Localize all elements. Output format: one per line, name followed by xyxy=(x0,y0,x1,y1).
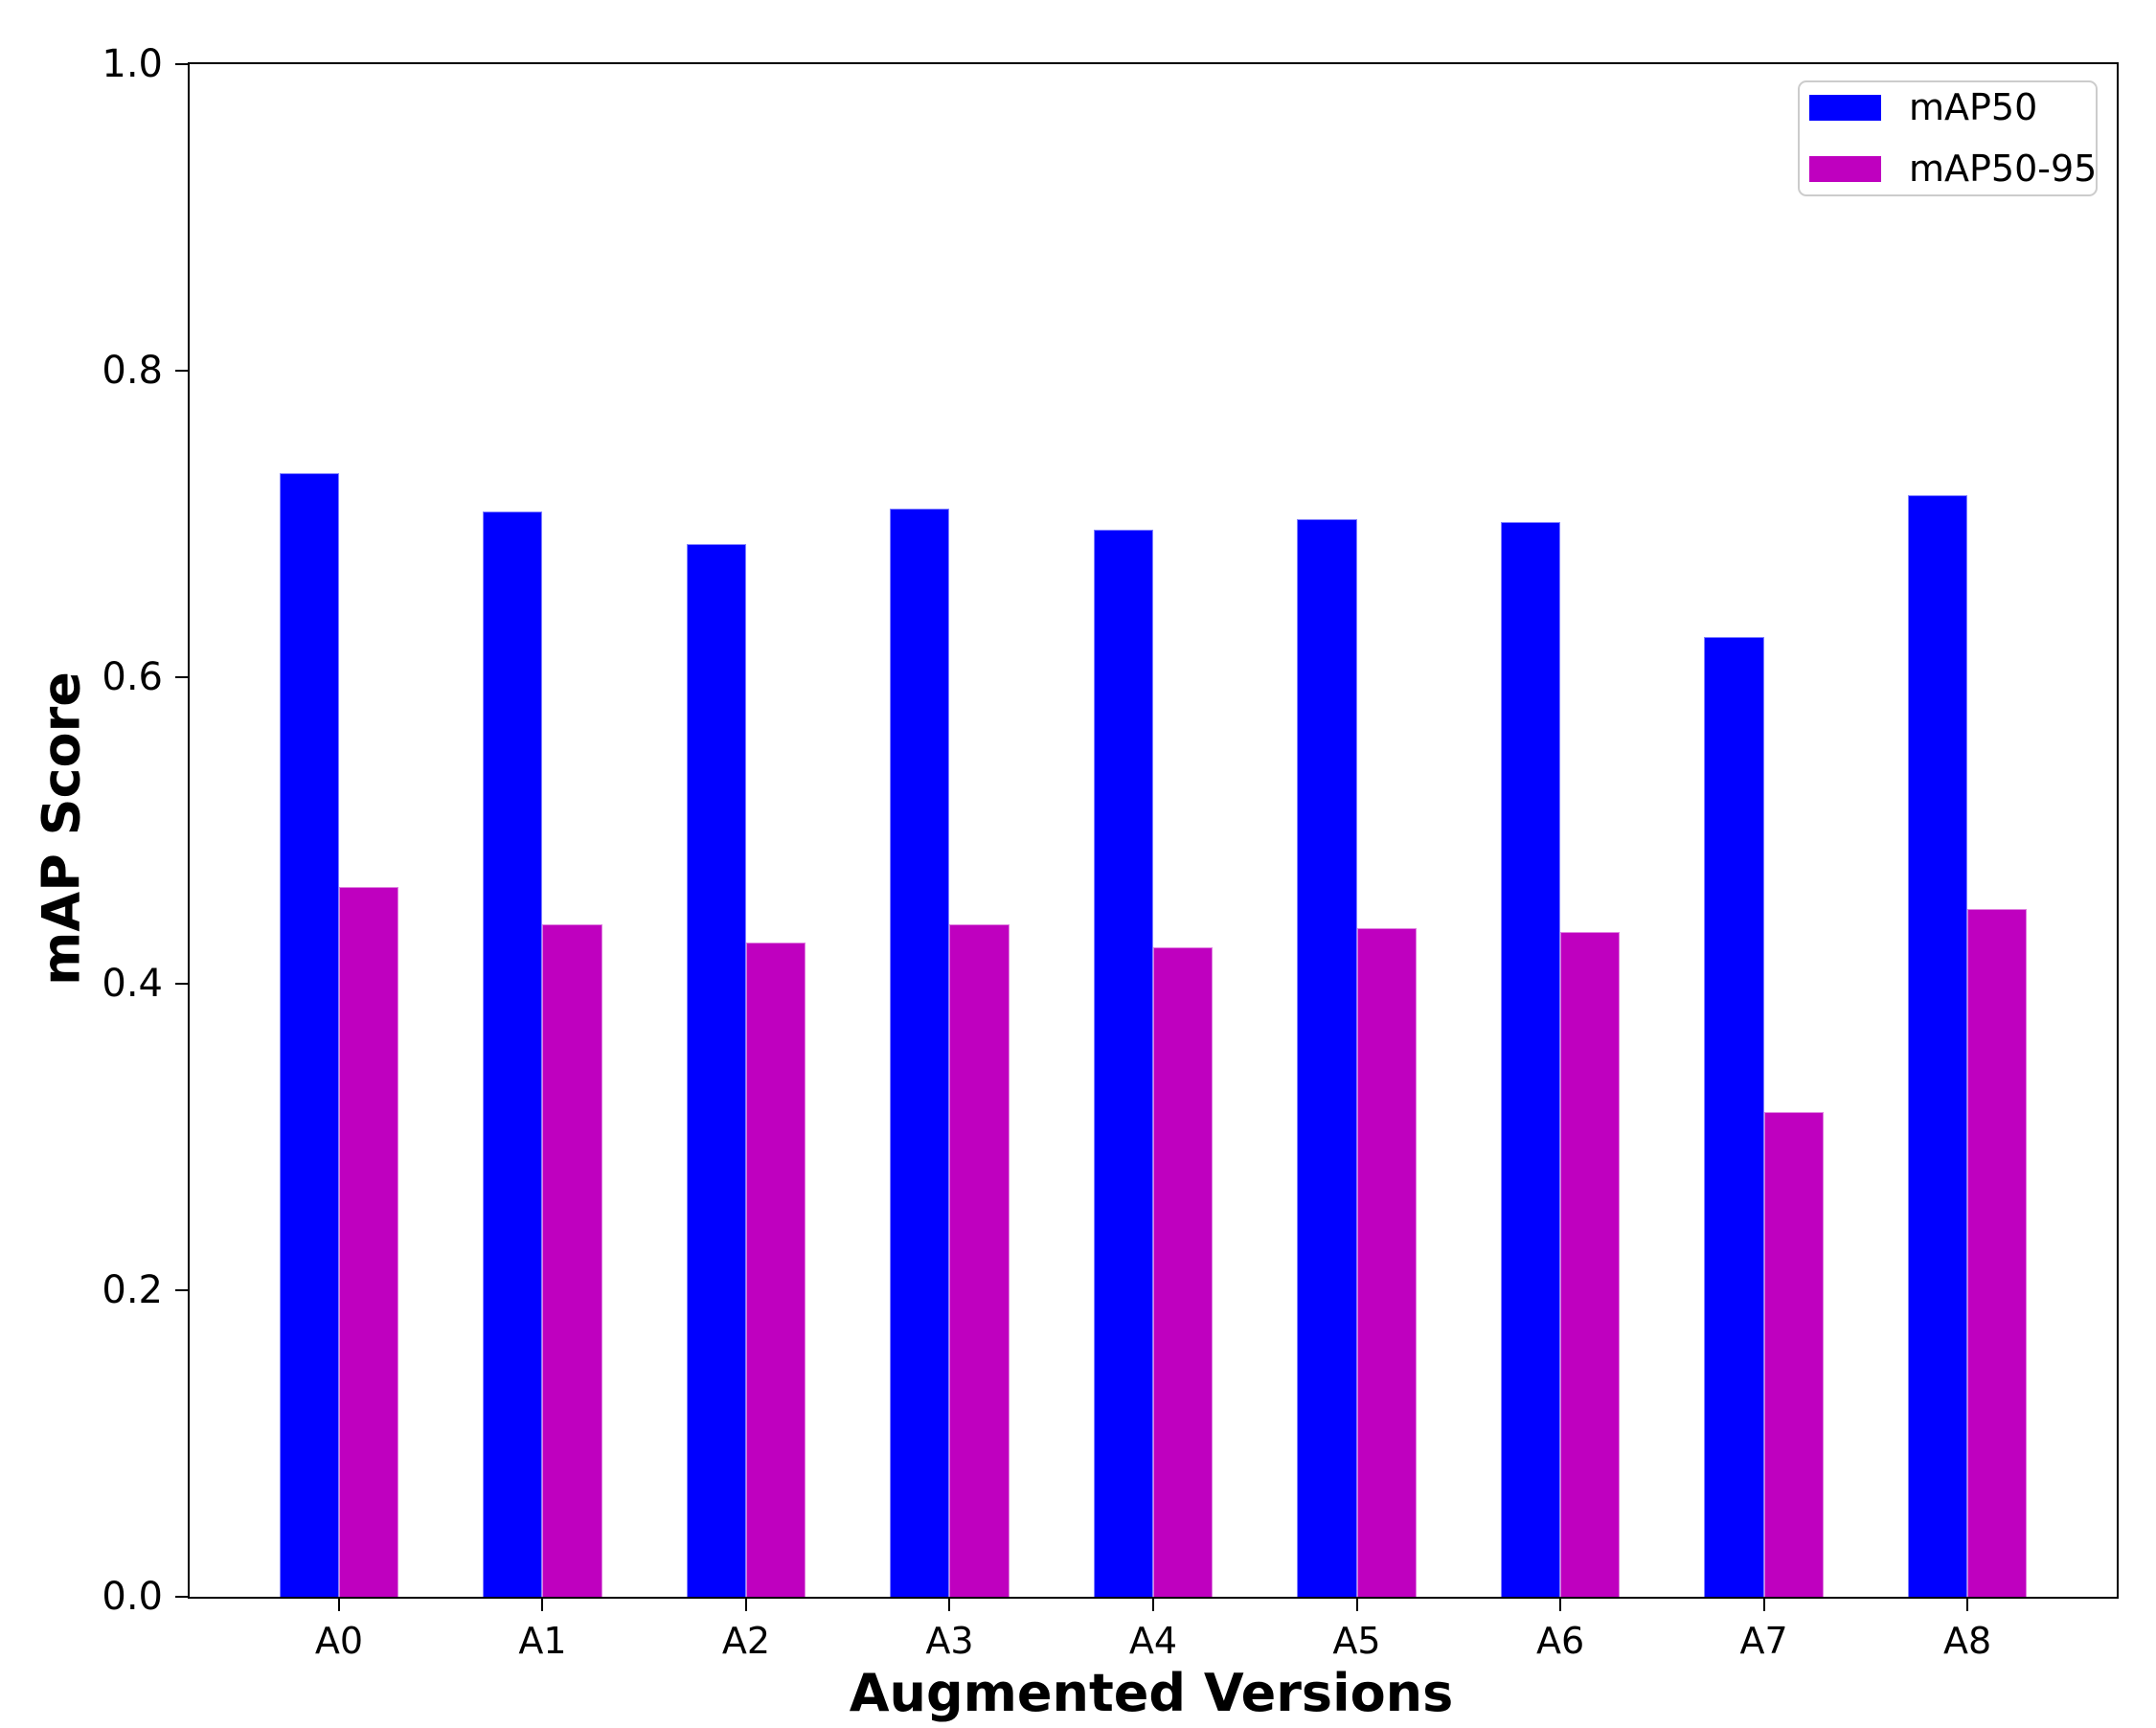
legend-swatch-map50-95 xyxy=(1809,156,1881,182)
y-tick-label-0.2: 0.2 xyxy=(102,1268,163,1312)
bar-map50-95-a7 xyxy=(1763,1112,1824,1597)
bar-map50-a0 xyxy=(279,473,339,1597)
x-tick-mark-a4 xyxy=(1152,1597,1154,1611)
x-tick-mark-a1 xyxy=(541,1597,544,1611)
bar-map50-a2 xyxy=(686,543,746,1597)
x-tick-mark-a7 xyxy=(1762,1597,1765,1611)
bar-map50-a4 xyxy=(1093,530,1153,1597)
x-axis-label: Augmented Versions xyxy=(849,1663,1454,1723)
y-tick-label-1.0: 1.0 xyxy=(102,42,163,86)
bar-map50-95-a6 xyxy=(1560,931,1621,1597)
y-tick-mark-0.4 xyxy=(175,983,190,985)
y-tick-mark-0.0 xyxy=(175,1596,190,1598)
y-tick-mark-0.6 xyxy=(175,676,190,678)
bar-map50-95-a5 xyxy=(1356,928,1417,1597)
legend-label-map50-95: mAP50-95 xyxy=(1909,148,2098,190)
x-tick-mark-a6 xyxy=(1559,1597,1562,1611)
bar-map50-95-a3 xyxy=(949,923,1010,1597)
y-tick-label-0.8: 0.8 xyxy=(102,349,163,393)
y-tick-mark-0.8 xyxy=(175,370,190,372)
legend: mAP50 mAP50-95 xyxy=(1798,80,2098,196)
y-tick-label-0.0: 0.0 xyxy=(102,1575,163,1619)
legend-label-map50: mAP50 xyxy=(1909,86,2038,128)
plot-area: A0 A1 A2 A3 A4 A5 A6 A7 A8 0.0 0.2 0.4 0.6 0.8 1.0 xyxy=(102,45,2119,1662)
bar-map50-a8 xyxy=(1907,494,1968,1597)
x-tick-label-a6: A6 xyxy=(1535,1620,1585,1662)
x-tick-mark-a2 xyxy=(744,1597,747,1611)
bar-map50-a5 xyxy=(1297,519,1357,1597)
x-tick-mark-a5 xyxy=(1355,1597,1358,1611)
y-axis-label: mAP Score xyxy=(31,671,92,986)
x-tick-mark-a8 xyxy=(1966,1597,1969,1611)
bar-map50-95-a8 xyxy=(1967,908,2028,1597)
bar-map50-95-a4 xyxy=(1153,946,1214,1597)
bar-map50-a3 xyxy=(890,509,950,1597)
bar-map50-95-a2 xyxy=(745,942,806,1597)
x-tick-label-a5: A5 xyxy=(1332,1620,1381,1662)
y-tick-label-0.6: 0.6 xyxy=(102,655,163,699)
x-tick-mark-a3 xyxy=(948,1597,951,1611)
legend-item-map50-95: mAP50-95 xyxy=(1809,150,2097,187)
x-tick-label-a3: A3 xyxy=(925,1620,974,1662)
bar-map50-a7 xyxy=(1704,637,1764,1597)
bar-map50-a6 xyxy=(1500,522,1561,1597)
x-tick-label-a7: A7 xyxy=(1739,1620,1788,1662)
x-tick-mark-a0 xyxy=(337,1597,340,1611)
bar-map50-a1 xyxy=(483,512,543,1597)
x-tick-label-a4: A4 xyxy=(1128,1620,1178,1662)
y-tick-mark-1.0 xyxy=(175,63,190,65)
y-tick-label-0.4: 0.4 xyxy=(102,962,163,1006)
x-tick-label-a8: A8 xyxy=(1942,1620,1992,1662)
x-tick-label-a2: A2 xyxy=(721,1620,771,1662)
y-tick-mark-0.2 xyxy=(175,1289,190,1291)
legend-item-map50: mAP50 xyxy=(1809,86,2086,128)
legend-swatch-map50 xyxy=(1809,95,1881,121)
x-tick-label-a0: A0 xyxy=(314,1620,364,1662)
bar-map50-95-a0 xyxy=(338,887,399,1597)
bar-map50-95-a1 xyxy=(542,923,602,1597)
x-tick-label-a1: A1 xyxy=(518,1620,567,1662)
